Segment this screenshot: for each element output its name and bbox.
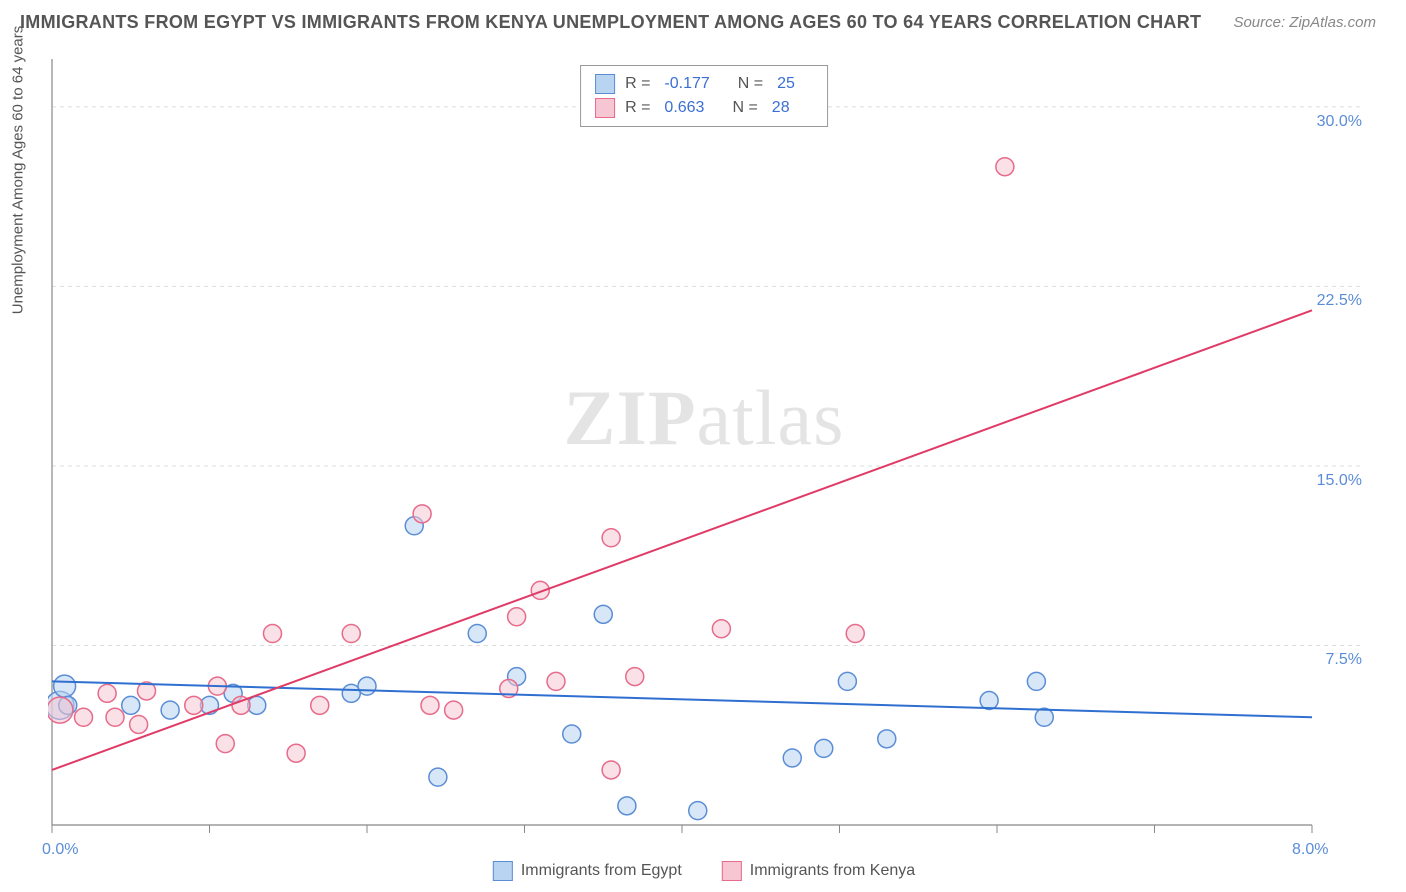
correlation-legend: R = -0.177 N = 25 R = 0.663 N = 28 <box>580 65 828 127</box>
y-tick-label: 7.5% <box>1326 651 1362 669</box>
legend-series-label: Immigrants from Egypt <box>521 862 682 880</box>
source-attribution: Source: ZipAtlas.com <box>1233 14 1376 31</box>
y-tick-label: 15.0% <box>1317 472 1362 490</box>
scatter-plot <box>48 55 1360 845</box>
legend-series-item: Immigrants from Egypt <box>493 861 682 881</box>
legend-swatch <box>595 98 615 118</box>
x-tick-label: 0.0% <box>42 841 78 859</box>
y-tick-label: 30.0% <box>1317 113 1362 131</box>
legend-swatch <box>722 861 742 881</box>
n-value: 25 <box>777 75 795 93</box>
y-axis-label: Unemployment Among Ages 60 to 64 years <box>10 26 27 315</box>
legend-swatch <box>595 74 615 94</box>
chart-container: Unemployment Among Ages 60 to 64 years Z… <box>48 55 1360 845</box>
legend-stat-row: R = 0.663 N = 28 <box>595 96 813 120</box>
r-label: R = <box>625 99 650 117</box>
legend-stat-row: R = -0.177 N = 25 <box>595 72 813 96</box>
x-tick-label: 8.0% <box>1292 841 1328 859</box>
chart-title: IMMIGRANTS FROM EGYPT VS IMMIGRANTS FROM… <box>20 12 1201 33</box>
n-label: N = <box>732 99 757 117</box>
r-label: R = <box>625 75 650 93</box>
r-value: 0.663 <box>664 99 704 117</box>
legend-swatch <box>493 861 513 881</box>
n-label: N = <box>738 75 763 93</box>
series-legend: Immigrants from Egypt Immigrants from Ken… <box>493 861 915 881</box>
y-tick-label: 22.5% <box>1317 292 1362 310</box>
n-value: 28 <box>772 99 790 117</box>
legend-series-label: Immigrants from Kenya <box>750 862 915 880</box>
r-value: -0.177 <box>664 75 709 93</box>
legend-series-item: Immigrants from Kenya <box>722 861 915 881</box>
